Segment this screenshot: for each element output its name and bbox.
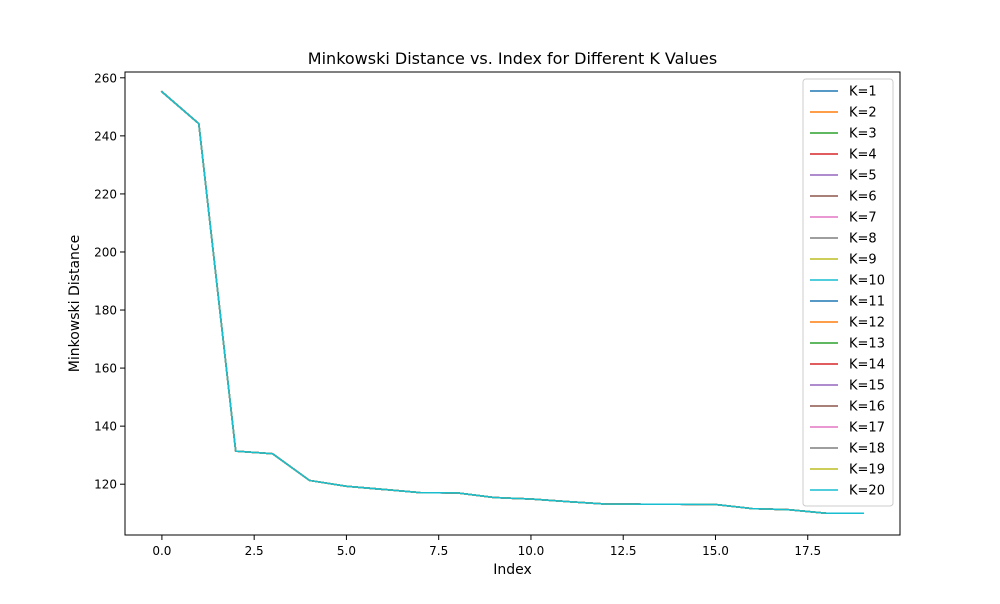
legend-label: K=7 [849, 211, 877, 226]
y-axis: 120 140 160 180 200 220 240 260 [94, 71, 125, 492]
y-tick-label: 180 [94, 304, 117, 318]
legend-label: K=5 [849, 169, 877, 184]
y-tick-label: 260 [94, 71, 117, 85]
legend-label: K=19 [849, 463, 885, 478]
legend-label: K=14 [849, 358, 885, 373]
x-tick-label: 7.5 [429, 544, 448, 558]
x-tick-label: 10.0 [518, 544, 545, 558]
series-line-k20 [160, 90, 864, 514]
legend-label: K=13 [849, 337, 885, 352]
y-tick-label: 160 [94, 362, 117, 376]
x-tick-label: 15.0 [702, 544, 729, 558]
x-axis-label: Index [493, 562, 532, 578]
legend: K=1 K=2 K=3 K=4 K=5 K=6 K=7 K=8 K=9 K=10 K=11 K=12 K… [802, 78, 894, 507]
y-tick-label: 140 [94, 420, 117, 434]
legend-label: K=15 [849, 379, 885, 394]
x-tick-label: 0.0 [152, 544, 171, 558]
legend-box [802, 78, 894, 507]
x-tick-label: 5.0 [337, 544, 356, 558]
x-axis: 0.0 2.5 5.0 7.5 10.0 12.5 15.0 17.5 [152, 535, 821, 558]
chart-title: Minkowski Distance vs. Index for Differe… [308, 49, 717, 68]
legend-label: K=9 [849, 253, 877, 268]
y-axis-label: Minkowski Distance [67, 235, 83, 372]
plot-area [125, 72, 900, 535]
plot-background [125, 72, 900, 535]
legend-label: K=11 [849, 295, 885, 310]
legend-label: K=8 [849, 232, 877, 247]
axes-frame [124, 71, 901, 536]
legend-label: K=1 [849, 85, 877, 100]
legend-label: K=16 [849, 400, 885, 415]
legend-label: K=6 [849, 190, 877, 205]
legend-label: K=12 [849, 316, 885, 331]
x-tick-label: 12.5 [610, 544, 637, 558]
legend-label: K=10 [849, 274, 885, 289]
y-tick-label: 200 [94, 245, 117, 259]
y-tick-label: 220 [94, 187, 117, 201]
x-tick-label: 17.5 [794, 544, 821, 558]
x-tick-label: 2.5 [245, 544, 264, 558]
legend-label: K=20 [849, 484, 885, 499]
legend-label: K=3 [849, 127, 877, 142]
y-tick-label: 120 [94, 478, 117, 492]
legend-label: K=4 [849, 148, 877, 163]
legend-label: K=18 [849, 442, 885, 457]
legend-label: K=17 [849, 421, 885, 436]
legend-label: K=2 [849, 106, 877, 121]
y-tick-label: 240 [94, 129, 117, 143]
series-lines [160, 90, 864, 514]
